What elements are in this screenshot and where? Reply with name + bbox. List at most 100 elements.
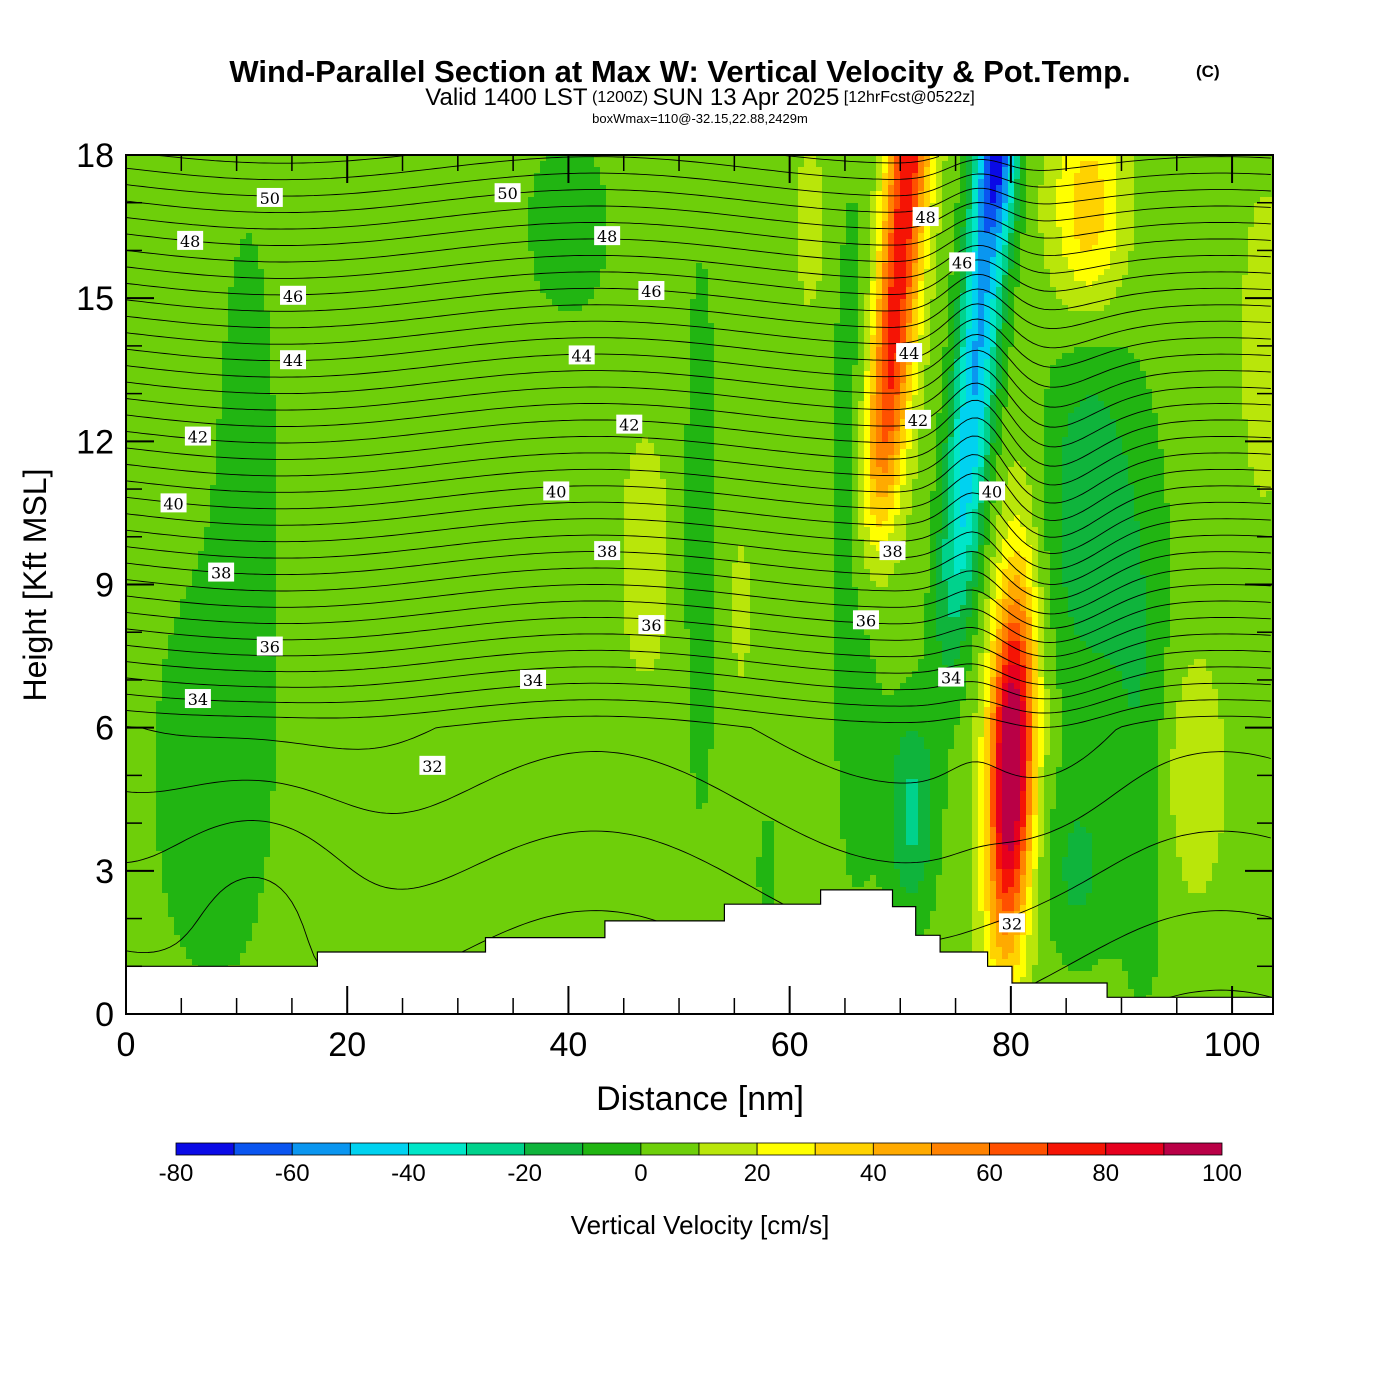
field-cell [606,209,613,216]
field-cell [1158,179,1165,186]
field-cell [270,161,277,168]
field-cell [306,251,313,258]
field-cell [1200,257,1207,264]
field-cell [1146,269,1153,276]
field-cell [306,239,313,246]
field-cell [336,197,343,204]
field-cell [738,185,745,192]
field-cell [594,215,601,222]
field-cell [912,179,919,186]
field-cell [204,287,211,294]
field-cell [624,245,631,252]
field-cell [1086,167,1093,174]
field-cell [204,161,211,168]
field-cell [534,161,541,168]
field-cell [564,227,571,234]
field-cell [162,161,169,168]
field-cell [648,209,655,216]
field-cell [528,161,535,168]
field-cell [744,173,751,180]
field-cell [744,257,751,264]
field-cell [348,233,355,240]
field-cell [732,173,739,180]
field-cell [558,209,565,216]
field-cell [570,293,577,300]
field-cell [888,233,895,240]
field-cell [918,233,925,240]
field-cell [924,257,931,264]
field-cell [396,197,403,204]
field-cell [1158,209,1165,216]
field-cell [138,215,145,222]
field-cell [582,173,589,180]
field-cell [162,191,169,198]
field-cell [750,275,757,282]
field-cell [426,239,433,246]
field-cell [606,197,613,204]
field-cell [570,221,577,228]
field-cell [1230,305,1237,312]
field-cell [174,197,181,204]
field-cell [630,191,637,198]
field-cell [156,293,163,300]
field-cell [462,173,469,180]
field-cell [276,215,283,222]
field-cell [468,281,475,288]
field-cell [834,179,841,186]
field-cell [390,263,397,270]
field-cell [348,245,355,252]
field-cell [732,203,739,210]
field-cell [1212,257,1219,264]
field-cell [600,185,607,192]
field-cell [858,275,865,282]
field-cell [864,269,871,276]
field-cell [252,173,259,180]
field-cell [1206,305,1213,312]
field-cell [726,305,733,312]
field-cell [324,287,331,294]
field-cell [378,209,385,216]
field-cell [138,173,145,180]
field-cell [222,281,229,288]
field-cell [480,203,487,210]
field-cell [1116,287,1123,294]
field-cell [678,239,685,246]
field-cell [186,161,193,168]
field-cell [1002,281,1009,288]
field-cell [354,179,361,186]
field-cell [486,179,493,186]
field-cell [702,239,709,246]
field-cell [576,293,583,300]
field-cell [942,221,949,228]
field-cell [1032,245,1039,252]
field-cell [672,191,679,198]
field-cell [378,191,385,198]
field-cell [492,269,499,276]
field-cell [180,281,187,288]
field-cell [1212,281,1219,288]
field-cell [438,293,445,300]
field-cell [162,293,169,300]
field-cell [672,281,679,288]
field-cell [744,239,751,246]
field-cell [1170,215,1177,222]
field-cell [1188,245,1195,252]
field-cell [612,185,619,192]
field-cell [366,251,373,258]
field-cell [420,215,427,222]
field-cell [444,245,451,252]
field-cell [816,263,823,270]
field-cell [966,191,973,198]
field-cell [1038,179,1045,186]
field-cell [1194,185,1201,192]
field-cell [798,263,805,270]
field-cell [150,233,157,240]
field-cell [414,293,421,300]
field-cell [480,215,487,222]
field-cell [684,305,691,312]
field-cell [1230,185,1237,192]
field-cell [672,197,679,204]
field-cell [630,287,637,294]
field-cell [168,275,175,282]
field-cell [648,167,655,174]
